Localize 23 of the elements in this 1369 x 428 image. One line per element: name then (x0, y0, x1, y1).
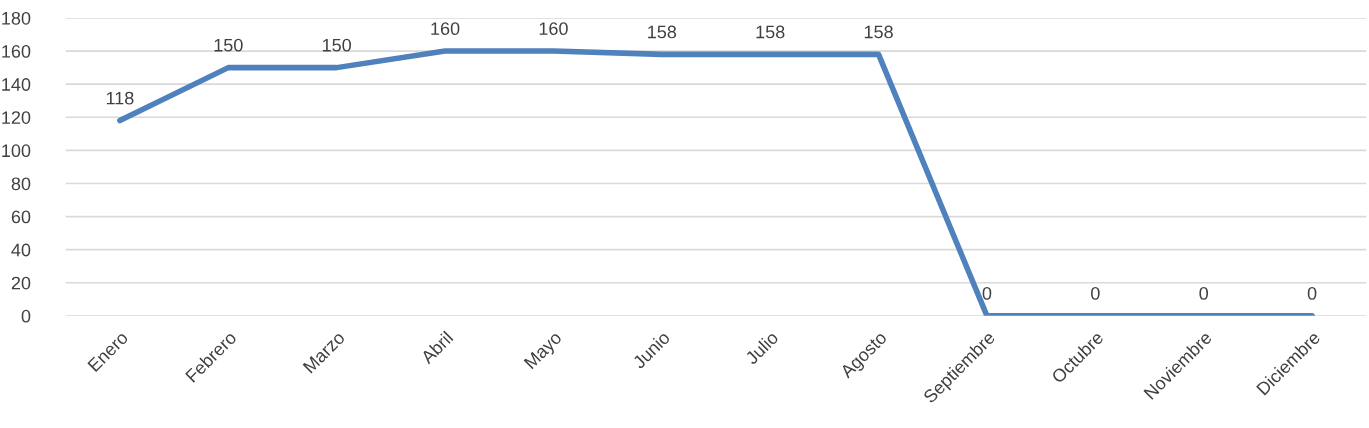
y-tick-label: 180 (2, 11, 31, 25)
data-label: 0 (1307, 287, 1317, 300)
y-tick-label: 60 (11, 210, 31, 224)
data-label: 150 (322, 38, 352, 52)
data-label: 0 (1199, 287, 1209, 300)
y-tick-label: 80 (11, 177, 31, 191)
y-tick-label: 100 (2, 144, 31, 158)
data-label: 158 (756, 25, 785, 39)
data-label: 118 (106, 91, 134, 105)
y-tick-label: 40 (11, 243, 31, 257)
x-tick-label: Julio (744, 330, 780, 366)
data-label: 158 (864, 25, 893, 39)
data-label: 150 (214, 38, 243, 52)
data-label: 0 (1091, 287, 1100, 300)
y-tick-label: 140 (2, 78, 31, 91)
y-tick-label: 20 (11, 276, 31, 290)
data-label: 160 (431, 22, 460, 36)
y-tick-label: 120 (2, 111, 31, 124)
data-label: 0 (982, 287, 992, 300)
y-tick-label: 0 (21, 309, 31, 323)
data-label: 158 (648, 25, 677, 39)
data-label: 160 (539, 22, 568, 36)
y-tick-label: 160 (2, 45, 31, 58)
